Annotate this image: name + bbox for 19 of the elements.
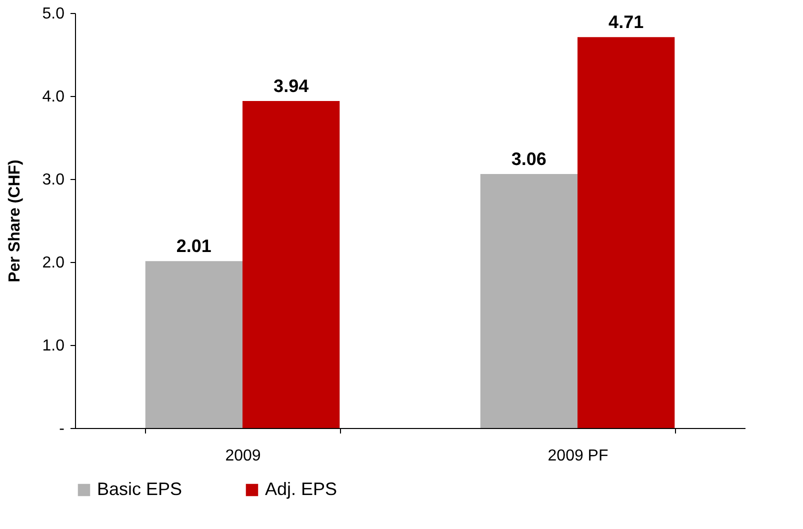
data-label: 2.01	[176, 236, 212, 256]
y-tick-label: 5.0	[42, 6, 65, 22]
data-label: 4.71	[608, 12, 644, 32]
y-tick-label: 1.0	[42, 338, 65, 354]
legend-label: Adj. EPS	[265, 479, 338, 499]
y-tick-label: 4.0	[42, 88, 65, 106]
x-tick-label: 2009	[225, 448, 261, 464]
y-tick-label: 2.0	[42, 254, 65, 272]
data-label: 3.94	[274, 76, 309, 96]
bar	[578, 37, 675, 428]
legend-label: Basic EPS	[97, 479, 182, 499]
bar	[145, 261, 242, 428]
y-tick-label: -	[59, 420, 64, 438]
y-tick-label: 3.0	[42, 172, 65, 188]
bar	[480, 174, 578, 428]
y-axis-title: Per Share (CHF)	[6, 160, 24, 282]
data-label: 3.06	[511, 149, 546, 170]
x-tick-label: 2009 PF	[548, 448, 608, 464]
bar	[242, 100, 340, 428]
